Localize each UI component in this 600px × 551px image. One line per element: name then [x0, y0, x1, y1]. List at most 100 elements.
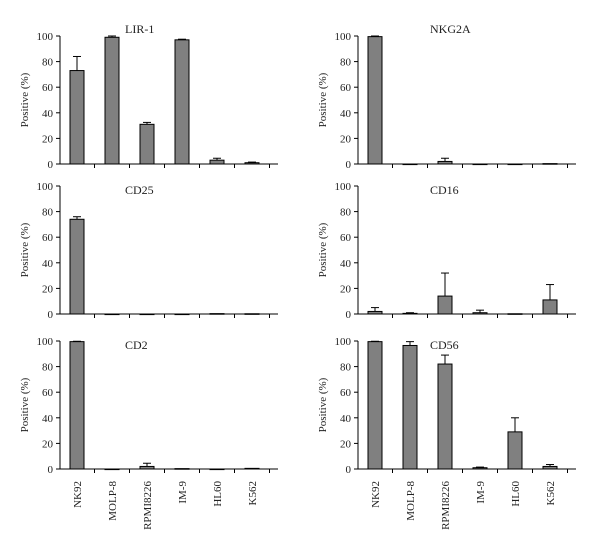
bar-nk92: [69, 341, 85, 470]
panel-cd25: CD25 Positive (%) 0 20 40 60 80 100: [19, 181, 278, 321]
y-tick-label: 60: [340, 82, 352, 94]
y-axis-label: Positive (%): [19, 72, 31, 127]
y-tick-label: 0: [346, 159, 352, 171]
bar-hl60: [209, 159, 225, 165]
y-tick-label: 40: [42, 258, 54, 270]
y-tick-label: 60: [42, 232, 54, 244]
bar-rpmi8226: [437, 363, 453, 470]
y-tick-label: 20: [340, 438, 352, 450]
bar-k562: [542, 465, 558, 470]
y-tick-label: 0: [48, 159, 54, 171]
bar-hl60: [209, 468, 225, 471]
bar-molp-8: [402, 344, 418, 470]
bar-im-9: [472, 163, 488, 166]
bar-k562: [244, 162, 260, 165]
x-tick-label: NK92: [72, 481, 84, 508]
y-tick-label: 80: [42, 362, 54, 374]
bar-k562: [542, 163, 558, 165]
y-tick-label: 40: [42, 108, 54, 120]
y-tick-label: 60: [42, 387, 54, 399]
y-tick-label: 0: [48, 309, 54, 321]
y-tick-label: 20: [42, 438, 54, 450]
panel-cd2: CD2 Positive (%) 0 20 40 60 80 100 NK92 MOLP-8 RPM…: [19, 336, 278, 530]
y-tick-label: 80: [340, 57, 352, 69]
bar-k562: [244, 467, 260, 470]
y-tick-label: 100: [335, 336, 352, 348]
y-tick-label: 100: [335, 181, 352, 193]
bar-molp-8: [104, 36, 120, 165]
y-tick-label: 80: [42, 57, 54, 69]
bar-rpmi8226: [437, 295, 453, 315]
y-tick-label: 40: [42, 413, 54, 425]
panel-title: CD25: [125, 183, 154, 197]
y-tick-label: 60: [340, 387, 352, 399]
x-tick-label: MOLP-8: [405, 481, 417, 521]
y-tick-label: 100: [37, 336, 54, 348]
bar-hl60: [507, 163, 523, 166]
bar-nk92: [367, 310, 383, 315]
bar-rpmi8226: [139, 465, 155, 470]
panel-title: CD56: [430, 338, 459, 352]
y-tick-label: 0: [346, 309, 352, 321]
y-tick-label: 20: [42, 133, 54, 145]
panel-lir-1: LIR-1 Positive (%) 0 20 40 60 80 100: [19, 22, 278, 171]
y-tick-label: 80: [340, 362, 352, 374]
y-tick-label: 100: [335, 31, 352, 43]
panel-title: NKG2A: [430, 22, 471, 36]
x-tick-label: NK92: [370, 481, 382, 508]
y-tick-label: 80: [42, 207, 54, 219]
bar-im-9: [472, 312, 488, 315]
bar-nk92: [69, 218, 85, 315]
y-tick-label: 40: [340, 258, 352, 270]
y-axis-label: Positive (%): [19, 222, 31, 277]
bar-k562: [244, 313, 260, 315]
x-tick-label: MOLP-8: [107, 481, 119, 521]
y-tick-label: 40: [340, 108, 352, 120]
x-tick-label: IM-9: [475, 481, 487, 504]
bar-nk92: [367, 36, 383, 165]
x-tick-label: K562: [545, 481, 557, 505]
y-axis-label: Positive (%): [19, 377, 31, 432]
panel-cd56: CD56 Positive (%) 0 20 40 60 80 100 NK92 MOLP-8 RP…: [317, 336, 576, 530]
panel-cd16: CD16 Positive (%) 0 20 40 60 80 100: [317, 181, 576, 321]
bar-rpmi8226: [139, 123, 155, 165]
x-tick-label: RPMI8226: [440, 481, 452, 530]
bar-im-9: [472, 467, 488, 470]
x-tick-label: HL60: [212, 481, 224, 507]
bar-hl60: [209, 313, 225, 315]
bar-hl60: [507, 313, 523, 315]
x-tick-label: RPMI8226: [142, 481, 154, 530]
bar-k562: [542, 299, 558, 315]
bar-nk92: [69, 70, 85, 165]
y-tick-label: 20: [42, 283, 54, 295]
y-axis-label: Positive (%): [317, 377, 329, 432]
y-tick-label: 20: [340, 283, 352, 295]
bar-nk92: [367, 341, 383, 470]
bar-molp-8: [104, 313, 120, 316]
bar-molp-8: [104, 468, 120, 471]
y-tick-label: 60: [42, 82, 54, 94]
x-tick-label: IM-9: [177, 481, 189, 504]
y-axis-label: Positive (%): [317, 222, 329, 277]
x-tick-label: K562: [247, 481, 259, 505]
y-axis-label: Positive (%): [317, 72, 329, 127]
y-tick-label: 80: [340, 207, 352, 219]
panel-nkg2a: NKG2A Positive (%) 0 20 40 60 80 100: [317, 22, 576, 171]
bar-molp-8: [402, 312, 418, 315]
bar-im-9: [174, 39, 190, 165]
y-tick-label: 40: [340, 413, 352, 425]
bar-molp-8: [402, 163, 418, 166]
bar-im-9: [174, 468, 190, 470]
y-tick-label: 20: [340, 133, 352, 145]
panel-title: CD2: [125, 338, 148, 352]
y-tick-label: 100: [37, 181, 54, 193]
y-tick-label: 60: [340, 232, 352, 244]
bar-rpmi8226: [437, 160, 453, 165]
bar-im-9: [174, 313, 190, 316]
y-tick-label: 0: [48, 464, 54, 476]
bar-rpmi8226: [139, 313, 155, 316]
x-tick-label: HL60: [510, 481, 522, 507]
y-tick-label: 100: [37, 31, 54, 43]
panel-title: CD16: [430, 183, 459, 197]
